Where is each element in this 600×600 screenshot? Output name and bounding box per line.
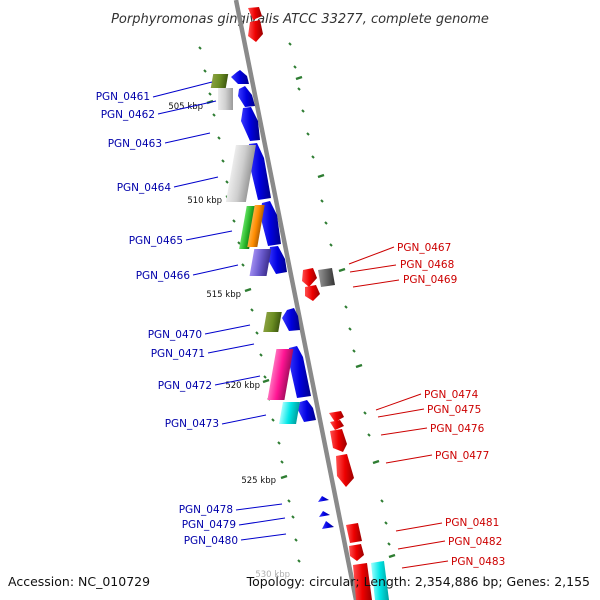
- cds-arrow-forward: [241, 107, 260, 141]
- gene-label[interactable]: PGN_0469: [403, 274, 457, 286]
- accession-text: Accession: NC_010729: [8, 574, 150, 589]
- gene-label[interactable]: PGN_0476: [430, 423, 485, 435]
- reverse-cds-track: [248, 7, 389, 600]
- gene-label[interactable]: PGN_0480: [184, 535, 238, 547]
- kbp-label: 520 kbp: [225, 381, 260, 391]
- gene-label[interactable]: PGN_0461: [96, 91, 150, 103]
- cds-arrow-forward: [319, 511, 330, 517]
- gene-label[interactable]: PGN_0463: [108, 138, 162, 150]
- cds-arrow-forward: [238, 86, 255, 107]
- gene-label[interactable]: PGN_0475: [427, 404, 481, 416]
- cds-arrow-reverse: [248, 7, 262, 20]
- gene-label[interactable]: PGN_0479: [182, 519, 236, 531]
- cds-arrow-reverse: [318, 268, 335, 287]
- cds-arrow-reverse: [329, 411, 344, 422]
- gene-block-grey: [225, 145, 256, 202]
- kbp-label: 525 kbp: [241, 476, 276, 486]
- cds-arrow-forward: [231, 70, 249, 84]
- gene-label[interactable]: PGN_0467: [397, 242, 451, 254]
- gene-label[interactable]: PGN_0474: [424, 389, 479, 401]
- kbp-labels: 505 kbp 510 kbp 515 kbp 520 kbp 525 kbp …: [168, 102, 290, 580]
- cds-arrow-reverse: [305, 285, 320, 301]
- gene-label[interactable]: PGN_0481: [445, 517, 499, 529]
- ruler-inner: [198, 46, 301, 563]
- gene-block-olive: [210, 74, 229, 88]
- cds-arrow-reverse: [336, 454, 354, 487]
- gene-label[interactable]: PGN_0466: [136, 270, 191, 282]
- annotated-gene-blocks: [210, 74, 300, 424]
- gene-block-grey: [218, 88, 233, 110]
- cds-arrow-reverse: [248, 20, 263, 42]
- gene-label[interactable]: PGN_0477: [435, 450, 489, 462]
- gene-label[interactable]: PGN_0462: [101, 109, 155, 121]
- gene-label[interactable]: PGN_0468: [400, 259, 454, 271]
- cds-arrow-forward: [260, 201, 281, 246]
- left-gene-labels: PGN_0461 PGN_0462 PGN_0463 PGN_0464 PGN_…: [96, 81, 287, 547]
- gene-block-olive: [263, 312, 282, 332]
- gene-label[interactable]: PGN_0471: [151, 348, 205, 360]
- gene-label[interactable]: PGN_0483: [451, 556, 505, 568]
- kbp-label: 510 kbp: [187, 196, 222, 206]
- gene-block-pink: [267, 349, 294, 400]
- gene-label[interactable]: PGN_0472: [158, 380, 212, 392]
- cds-arrow-forward: [322, 521, 334, 529]
- cds-arrow-reverse: [330, 429, 347, 452]
- cds-arrow-forward: [318, 496, 329, 502]
- cds-arrow-reverse: [346, 523, 362, 543]
- gene-label[interactable]: PGN_0473: [165, 418, 219, 430]
- cds-arrow-forward: [288, 346, 311, 398]
- right-gene-labels: PGN_0467 PGN_0468 PGN_0469 PGN_0474 PGN_…: [348, 242, 505, 569]
- cds-arrow-forward: [268, 246, 287, 274]
- cds-arrow-reverse: [371, 561, 389, 600]
- cds-arrow-forward: [282, 308, 300, 331]
- gene-block-green: [239, 206, 257, 249]
- gene-block-orange: [247, 205, 265, 247]
- gene-label[interactable]: PGN_0465: [129, 235, 183, 247]
- cds-arrow-forward: [298, 400, 316, 422]
- topology-text: Topology: circular; Length: 2,354,886 bp…: [246, 574, 590, 589]
- gene-label[interactable]: PGN_0470: [148, 329, 202, 341]
- cds-arrow-reverse: [330, 420, 344, 430]
- kbp-label: 505 kbp: [168, 102, 203, 112]
- gene-label[interactable]: PGN_0464: [117, 182, 172, 194]
- gene-label[interactable]: PGN_0482: [448, 536, 502, 548]
- cds-arrow-reverse: [349, 544, 364, 561]
- genome-backbone: [233, 0, 359, 600]
- cds-arrow-reverse: [302, 268, 317, 287]
- forward-cds-track: [231, 70, 334, 529]
- gene-block-cyan: [279, 402, 300, 424]
- gene-block-slate: [249, 249, 272, 276]
- map-title: Porphyromonas gingivalis ATCC 33277, com…: [111, 12, 489, 27]
- kbp-label: 515 kbp: [206, 290, 241, 300]
- kbp-label: 530 kbp: [255, 570, 290, 580]
- gene-label[interactable]: PGN_0478: [179, 504, 233, 516]
- cds-arrow-reverse: [353, 563, 372, 600]
- ruler-outer: [288, 42, 396, 559]
